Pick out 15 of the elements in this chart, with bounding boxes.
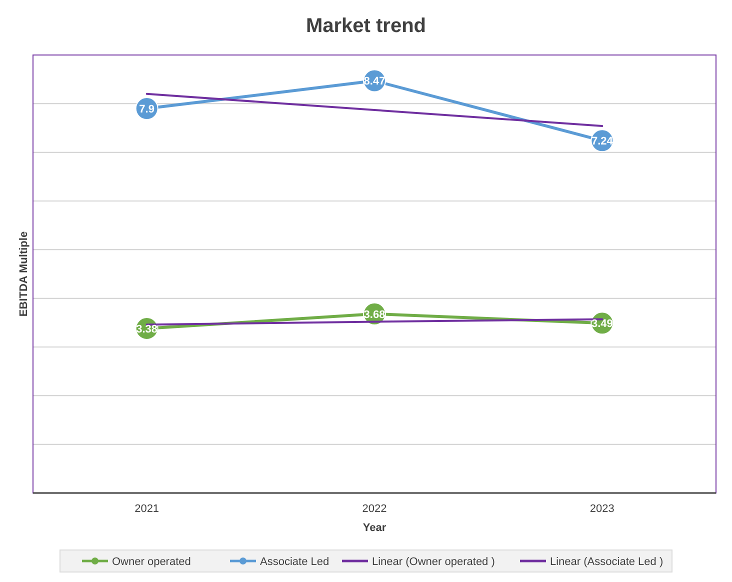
x-tick-label: 2023 [590, 503, 614, 515]
data-label: 3.49 [591, 318, 613, 330]
data-label: 7.9 [139, 103, 154, 116]
legend-label: Associate Led [260, 556, 330, 568]
data-label: 3.68 [364, 308, 386, 321]
chart-title: Market trend [306, 15, 426, 37]
legend-label: Linear (Associate Led ) [550, 556, 664, 568]
data-label: 3.38 [136, 323, 158, 336]
y-axis-title: EBITDA Multiple [18, 231, 30, 317]
x-tick-label: 2022 [362, 503, 387, 515]
x-axis-title: Year [362, 522, 387, 534]
legend-label: Owner operated [112, 556, 191, 568]
data-label: 8.47 [364, 76, 386, 88]
legend-label: Linear (Owner operated ) [372, 556, 495, 568]
x-tick-label: 2021 [134, 503, 160, 515]
